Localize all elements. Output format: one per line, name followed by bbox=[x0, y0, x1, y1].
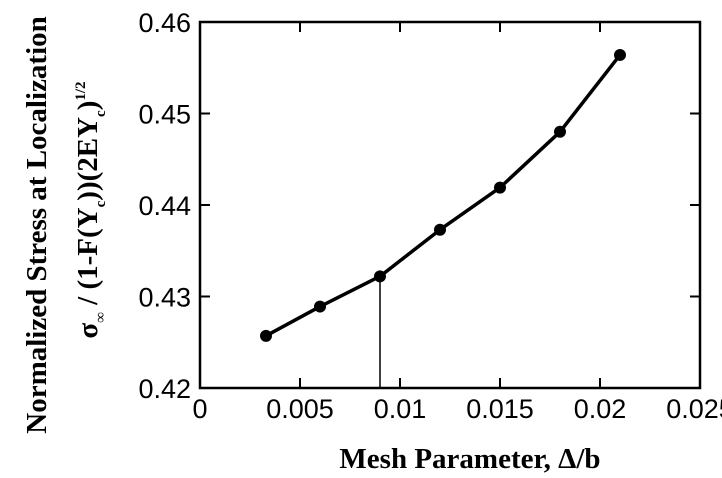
x-axis-label: Mesh Parameter, Δ/b bbox=[339, 443, 600, 475]
y-axis-label-line1: Normalized Stress at Localization bbox=[21, 16, 53, 433]
y-label-part1: / (1-F(Y bbox=[72, 207, 104, 312]
x-ticks: 0 0.005 0.01 0.015 0.02 0.025 bbox=[192, 22, 722, 424]
plot-area: 0.42 0.43 0.44 0.45 0.46 0 0.005 0.01 0.015 0.02… bbox=[138, 8, 722, 424]
x-tick-label: 0 bbox=[192, 394, 207, 424]
data-point bbox=[314, 300, 326, 313]
y-label-sub-c2: c bbox=[93, 110, 109, 117]
data-point bbox=[554, 125, 566, 138]
x-tick-label: 0.005 bbox=[266, 394, 334, 424]
y-tick-label: 0.45 bbox=[138, 100, 191, 130]
series-layer bbox=[260, 48, 626, 342]
x-tick-label: 0.01 bbox=[374, 394, 427, 424]
data-point bbox=[494, 181, 506, 194]
x-tick-label: 0.025 bbox=[666, 394, 722, 424]
data-point bbox=[614, 48, 626, 61]
data-point bbox=[374, 270, 386, 283]
data-point bbox=[260, 329, 272, 342]
y-tick-label: 0.46 bbox=[138, 8, 191, 38]
y-label-part3: ) bbox=[72, 101, 104, 111]
plot-frame bbox=[198, 20, 702, 390]
y-ticks: 0.42 0.43 0.44 0.45 0.46 bbox=[138, 8, 700, 404]
series-line bbox=[265, 53, 622, 338]
y-label-sigma: σ bbox=[72, 323, 104, 339]
data-point bbox=[434, 223, 446, 236]
x-tick-label: 0.02 bbox=[574, 394, 627, 424]
y-axis-label-line2: σ∞ / (1-F(Yc))(2EYc)1/2 bbox=[72, 81, 109, 338]
y-tick-label: 0.42 bbox=[138, 374, 191, 404]
x-tick-label: 0.015 bbox=[466, 394, 534, 424]
y-tick-label: 0.43 bbox=[138, 283, 191, 313]
y-label-sub-c1: c bbox=[93, 200, 109, 207]
y-label-sigma-sub: ∞ bbox=[93, 312, 109, 323]
y-label-sup: 1/2 bbox=[73, 81, 89, 100]
y-label-part2: ))(2EY bbox=[72, 117, 104, 201]
y-tick-label: 0.44 bbox=[138, 191, 191, 221]
